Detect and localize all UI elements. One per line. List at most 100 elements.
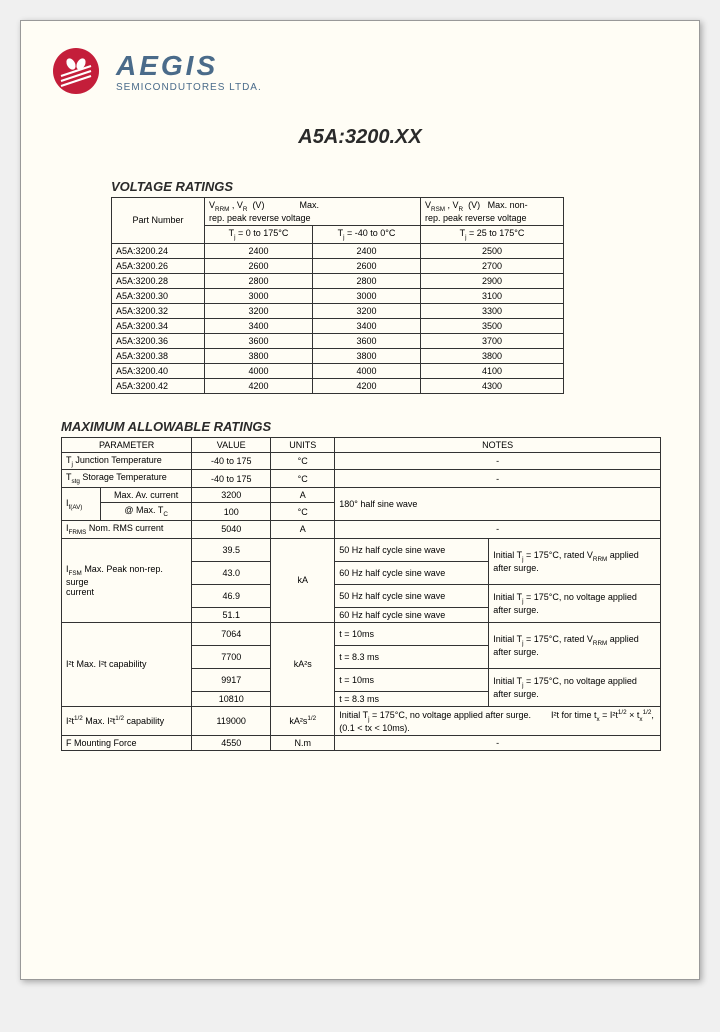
datasheet-page: AEGIS SEMICONDUTORES LTDA. A5A:3200.XX V… <box>20 20 700 980</box>
ifrms-param: IFRMS Nom. RMS current <box>62 520 192 538</box>
fmount-param: F Mounting Force <box>62 735 192 750</box>
ifsm2-n1: 60 Hz half cycle sine wave <box>335 561 489 584</box>
i2t-units: kA²s <box>271 622 335 706</box>
voltage-ratings-title: VOLTAGE RATINGS <box>111 179 669 194</box>
i2rt-value: 119000 <box>192 706 271 735</box>
tj-value: -40 to 175 <box>192 452 271 470</box>
vr-v3: 3100 <box>421 288 564 303</box>
vr-v1: 3600 <box>205 333 313 348</box>
ifsm-note2: Initial Tj = 175°C, no voltage applied a… <box>489 584 661 622</box>
vr-pn: A5A:3200.36 <box>112 333 205 348</box>
vr-pn: A5A:3200.32 <box>112 303 205 318</box>
header-tj2: Tj = -40 to 0°C <box>313 225 421 243</box>
vr-pn: A5A:3200.38 <box>112 348 205 363</box>
vr-v2: 4200 <box>313 378 421 393</box>
fmount-value: 4550 <box>192 735 271 750</box>
i2t3-n1: t = 10ms <box>335 668 489 691</box>
brand-name: AEGIS <box>116 50 262 82</box>
ifsm-label: IFSM Max. Peak non-rep. surgecurrent <box>62 538 192 622</box>
ifav1-param: Max. Av. current <box>101 488 192 503</box>
i2t1-n1: t = 10ms <box>335 622 489 645</box>
vr-v1: 3800 <box>205 348 313 363</box>
ifsm4-value: 51.1 <box>192 607 271 622</box>
ifav2-param: @ Max. TC <box>101 503 192 521</box>
tj-units: °C <box>271 452 335 470</box>
aegis-logo-icon <box>51 46 101 96</box>
header-value: VALUE <box>192 437 271 452</box>
vr-pn: A5A:3200.24 <box>112 243 205 258</box>
tstg-notes: - <box>335 470 661 488</box>
vr-v3: 2700 <box>421 258 564 273</box>
voltage-row: A5A:3200.40 4000 4000 4100 <box>112 363 564 378</box>
ifav1-units: A <box>271 488 335 503</box>
vr-pn: A5A:3200.34 <box>112 318 205 333</box>
voltage-row: A5A:3200.28 2800 2800 2900 <box>112 273 564 288</box>
vr-v3: 3800 <box>421 348 564 363</box>
voltage-row: A5A:3200.30 3000 3000 3100 <box>112 288 564 303</box>
voltage-row: A5A:3200.36 3600 3600 3700 <box>112 333 564 348</box>
vr-v1: 3200 <box>205 303 313 318</box>
vr-v2: 2600 <box>313 258 421 273</box>
i2t2-n1: t = 8.3 ms <box>335 645 489 668</box>
i2t-note2: Initial Tj = 175°C, no voltage applied a… <box>489 668 661 706</box>
voltage-row: A5A:3200.42 4200 4200 4300 <box>112 378 564 393</box>
ifsm-note1: Initial Tj = 175°C, rated VRRM applied a… <box>489 538 661 584</box>
ifsm3-value: 46.9 <box>192 584 271 607</box>
header-units: UNITS <box>271 437 335 452</box>
i2t-label: I²t Max. I²t capability <box>62 622 192 706</box>
fmount-notes: - <box>335 735 661 750</box>
vr-v3: 2500 <box>421 243 564 258</box>
ifrms-units: A <box>271 520 335 538</box>
ifsm2-value: 43.0 <box>192 561 271 584</box>
i2t1-value: 7064 <box>192 622 271 645</box>
vr-v1: 4200 <box>205 378 313 393</box>
ifav-label: If(AV) <box>62 488 101 521</box>
vr-pn: A5A:3200.40 <box>112 363 205 378</box>
ifsm-units: kA <box>271 538 335 622</box>
ifav2-value: 100 <box>192 503 271 521</box>
vr-v3: 2900 <box>421 273 564 288</box>
voltage-ratings-table: Part Number VRRM , VR (V) Max.rep. peak … <box>111 197 564 394</box>
ifsm1-value: 39.5 <box>192 538 271 561</box>
vr-v3: 4300 <box>421 378 564 393</box>
voltage-row: A5A:3200.32 3200 3200 3300 <box>112 303 564 318</box>
header: AEGIS SEMICONDUTORES LTDA. <box>51 46 669 96</box>
voltage-row: A5A:3200.34 3400 3400 3500 <box>112 318 564 333</box>
header-vrsm: VRSM , VR (V) Max. non-rep. peak reverse… <box>421 198 564 226</box>
tstg-units: °C <box>271 470 335 488</box>
vr-v2: 3200 <box>313 303 421 318</box>
brand-subtitle: SEMICONDUTORES LTDA. <box>116 82 262 93</box>
ifrms-notes: - <box>335 520 661 538</box>
vr-v3: 3500 <box>421 318 564 333</box>
i2t-note1: Initial Tj = 175°C, rated VRRM applied a… <box>489 622 661 668</box>
voltage-row: A5A:3200.24 2400 2400 2500 <box>112 243 564 258</box>
header-notes: NOTES <box>335 437 661 452</box>
vr-v2: 2800 <box>313 273 421 288</box>
vr-v3: 4100 <box>421 363 564 378</box>
vr-v3: 3700 <box>421 333 564 348</box>
vr-v1: 3400 <box>205 318 313 333</box>
ifsm1-n1: 50 Hz half cycle sine wave <box>335 538 489 561</box>
max-ratings-title: MAXIMUM ALLOWABLE RATINGS <box>61 419 669 434</box>
ifrms-value: 5040 <box>192 520 271 538</box>
ifav1-value: 3200 <box>192 488 271 503</box>
vr-pn: A5A:3200.26 <box>112 258 205 273</box>
vr-v2: 3000 <box>313 288 421 303</box>
max-ratings-table: PARAMETER VALUE UNITS NOTES Tj Junction … <box>61 437 661 751</box>
vr-v2: 3600 <box>313 333 421 348</box>
fmount-units: N.m <box>271 735 335 750</box>
vr-v1: 2800 <box>205 273 313 288</box>
vr-v1: 2600 <box>205 258 313 273</box>
vr-v2: 3800 <box>313 348 421 363</box>
tstg-param: Tstg Storage Temperature <box>62 470 192 488</box>
header-parameter: PARAMETER <box>62 437 192 452</box>
voltage-row: A5A:3200.26 2600 2600 2700 <box>112 258 564 273</box>
voltage-row: A5A:3200.38 3800 3800 3800 <box>112 348 564 363</box>
i2rt-units: kA²s1/2 <box>271 706 335 735</box>
header-part-number: Part Number <box>112 198 205 244</box>
vr-pn: A5A:3200.42 <box>112 378 205 393</box>
vr-v1: 2400 <box>205 243 313 258</box>
vr-pn: A5A:3200.28 <box>112 273 205 288</box>
tj-param: Tj Junction Temperature <box>62 452 192 470</box>
brand-text: AEGIS SEMICONDUTORES LTDA. <box>116 50 262 93</box>
